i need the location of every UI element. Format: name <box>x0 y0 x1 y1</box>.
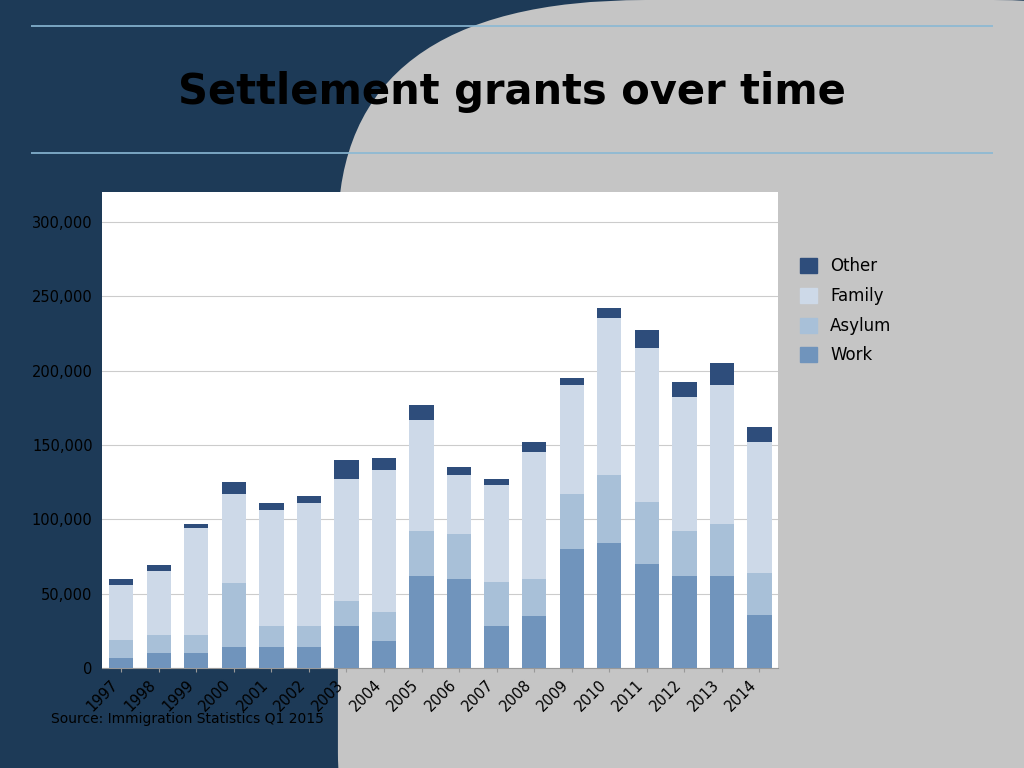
Bar <box>259 627 284 647</box>
Bar <box>372 458 396 470</box>
Bar <box>372 641 396 668</box>
Bar <box>184 528 209 635</box>
Bar <box>748 427 772 442</box>
Bar <box>672 382 696 397</box>
Bar <box>597 475 622 543</box>
Bar <box>710 386 734 524</box>
Bar <box>372 611 396 641</box>
Bar <box>410 531 434 576</box>
Bar <box>672 531 696 576</box>
Bar <box>334 601 358 627</box>
Bar <box>297 495 322 503</box>
Text: Settlement grants over time: Settlement grants over time <box>178 71 846 113</box>
Bar <box>221 584 246 647</box>
Bar <box>484 485 509 582</box>
Bar <box>184 524 209 528</box>
Bar <box>484 582 509 627</box>
Bar <box>484 479 509 485</box>
Bar <box>146 635 171 654</box>
Bar <box>672 576 696 668</box>
Bar <box>635 348 659 502</box>
Bar <box>672 397 696 531</box>
Legend: Other, Family, Asylum, Work: Other, Family, Asylum, Work <box>800 257 892 365</box>
Bar <box>297 627 322 647</box>
Bar <box>372 470 396 611</box>
Bar <box>184 635 209 654</box>
Bar <box>410 419 434 531</box>
Bar <box>597 543 622 668</box>
Bar <box>597 319 622 475</box>
Bar <box>297 647 322 668</box>
Bar <box>334 479 358 601</box>
Bar <box>446 467 471 475</box>
Bar <box>597 308 622 319</box>
Bar <box>710 576 734 668</box>
Bar <box>635 564 659 668</box>
Bar <box>184 654 209 668</box>
Bar <box>410 576 434 668</box>
Bar <box>221 494 246 584</box>
Bar <box>522 452 547 579</box>
Bar <box>522 442 547 452</box>
Bar <box>259 647 284 668</box>
Bar <box>710 363 734 386</box>
Bar <box>410 405 434 419</box>
Bar <box>297 503 322 627</box>
Bar <box>109 579 133 585</box>
Bar <box>334 460 358 479</box>
Bar <box>146 571 171 635</box>
Bar <box>559 549 584 668</box>
Text: Source: Immigration Statistics Q1 2015: Source: Immigration Statistics Q1 2015 <box>51 712 324 726</box>
Bar <box>259 511 284 627</box>
Bar <box>559 494 584 549</box>
Bar <box>710 524 734 576</box>
Bar <box>446 475 471 535</box>
Bar <box>635 502 659 564</box>
Bar <box>446 579 471 668</box>
Bar <box>748 442 772 573</box>
Bar <box>484 627 509 668</box>
Bar <box>559 386 584 494</box>
Bar <box>221 482 246 494</box>
Bar <box>146 654 171 668</box>
Bar <box>146 565 171 571</box>
Bar <box>109 657 133 668</box>
Bar <box>446 535 471 579</box>
Bar <box>748 573 772 614</box>
Bar <box>748 614 772 668</box>
Bar <box>334 627 358 668</box>
Bar <box>109 585 133 640</box>
Bar <box>522 579 547 616</box>
Bar <box>221 647 246 668</box>
Bar <box>259 503 284 511</box>
Bar <box>559 378 584 386</box>
Bar <box>109 640 133 657</box>
Bar <box>522 616 547 668</box>
Bar <box>635 330 659 348</box>
